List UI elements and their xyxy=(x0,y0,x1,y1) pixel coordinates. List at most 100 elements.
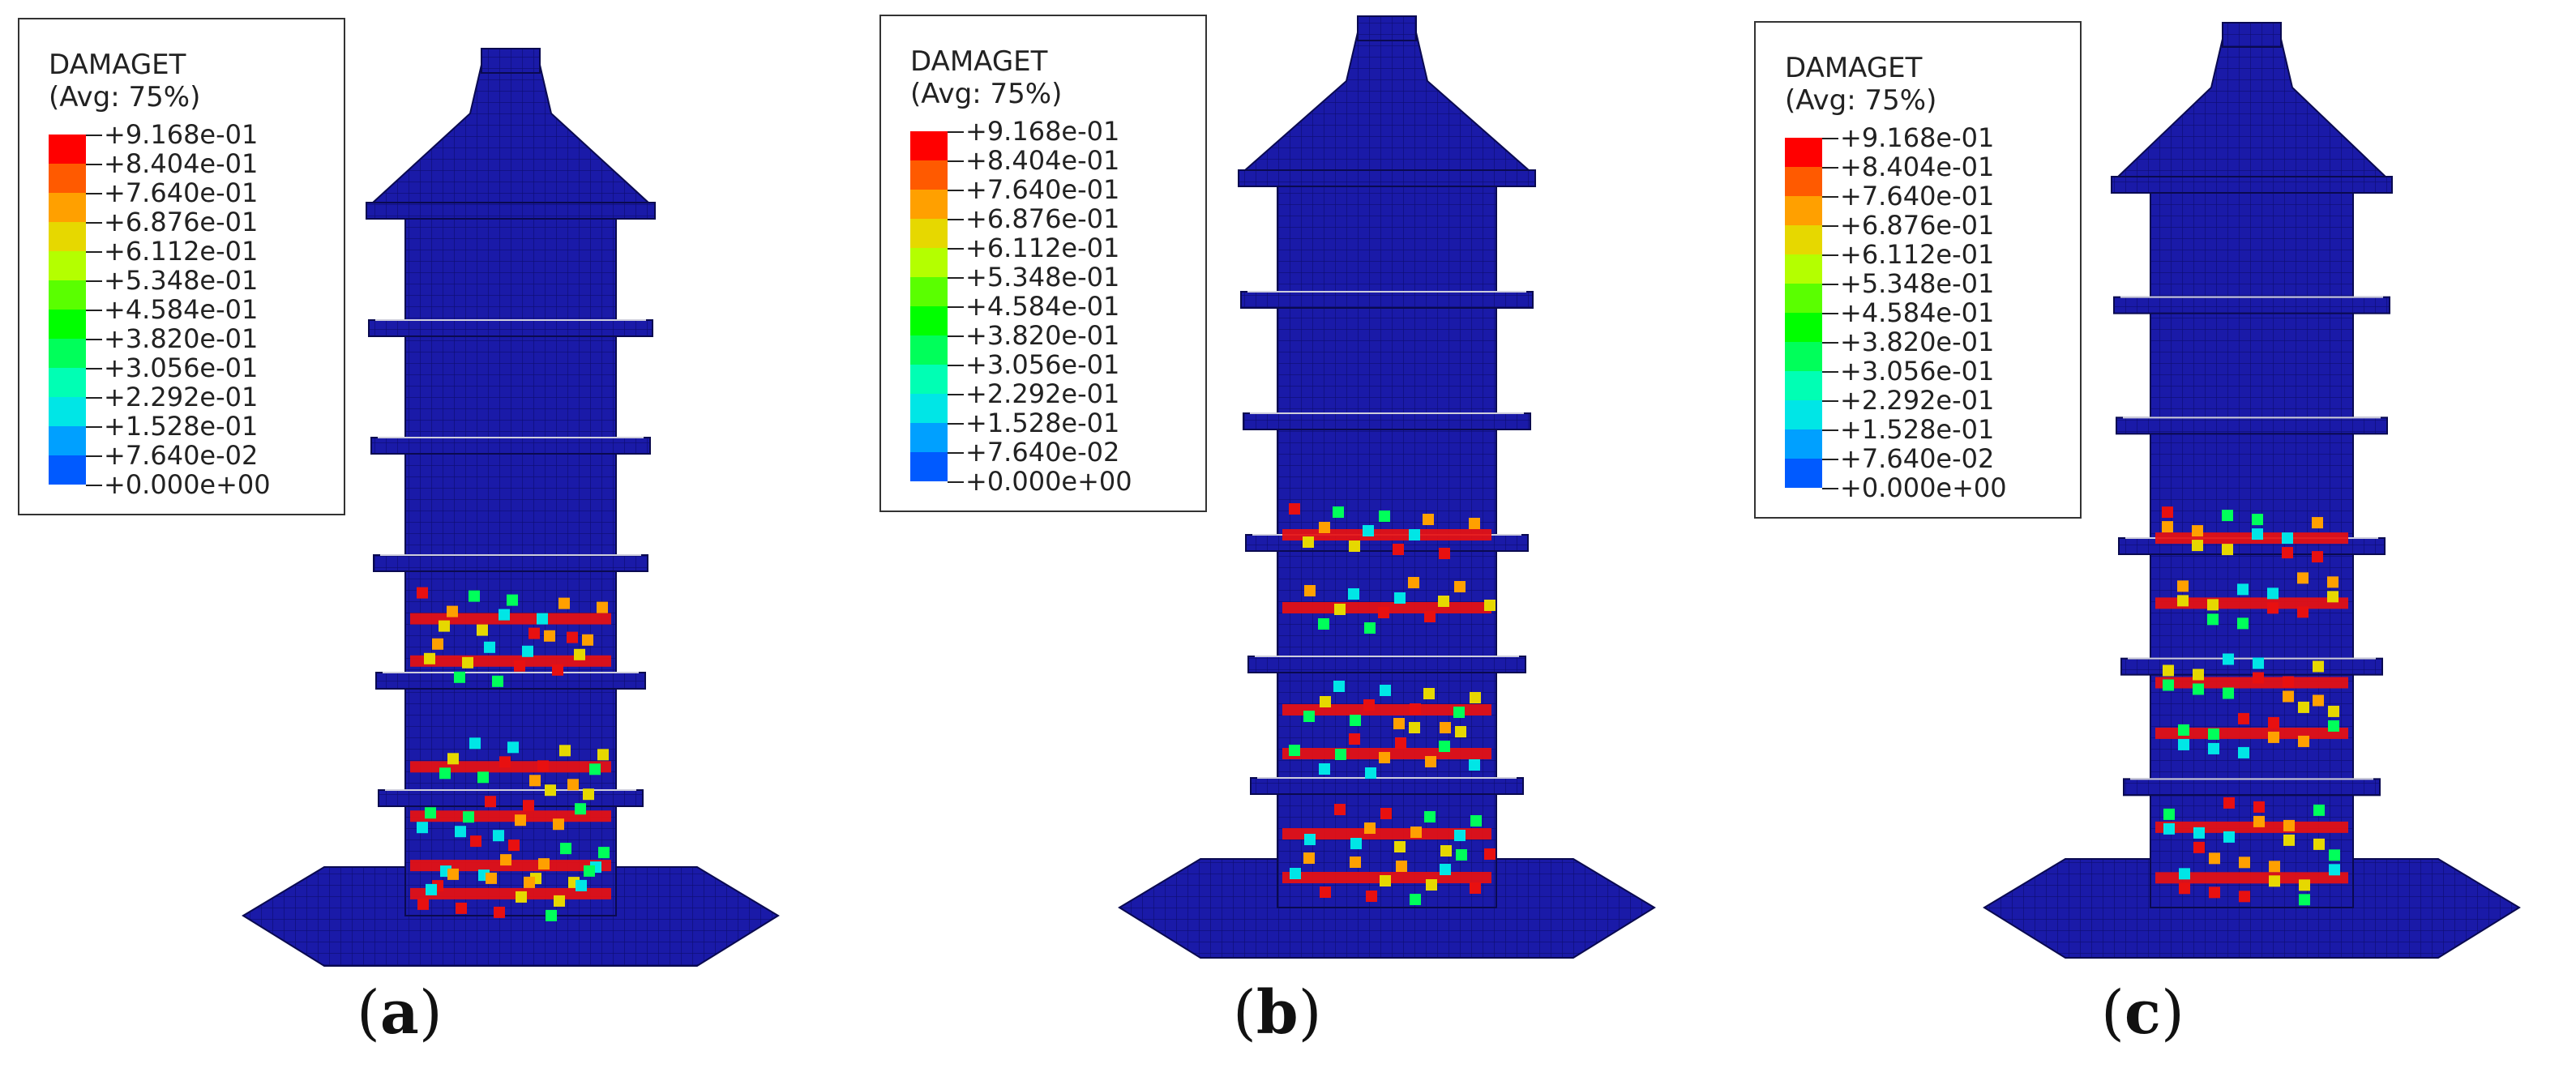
damage-cell xyxy=(1319,522,1330,533)
damage-cell xyxy=(2223,831,2235,843)
legend-value: +2.292e-01 xyxy=(965,378,1120,409)
damage-cell xyxy=(2328,705,2339,717)
damage-cell xyxy=(2267,587,2279,600)
legend-swatch xyxy=(1785,138,1822,167)
damage-band xyxy=(1282,529,1491,540)
damage-cell xyxy=(2267,602,2279,614)
damage-cell xyxy=(2283,690,2294,703)
legend-value: +3.820e-01 xyxy=(965,320,1120,351)
damage-cell xyxy=(469,590,480,602)
legend-value: +3.820e-01 xyxy=(104,323,259,354)
legend-tick xyxy=(1822,138,1838,139)
legend-tick xyxy=(948,190,964,191)
legend-tick xyxy=(1822,400,1838,402)
cornice xyxy=(1240,291,1534,309)
damage-cell xyxy=(2328,720,2339,732)
damage-cell xyxy=(2298,735,2309,747)
damage-cell xyxy=(575,803,586,815)
damage-cell xyxy=(523,800,534,812)
legend-tick xyxy=(86,397,102,399)
damage-cell xyxy=(1364,622,1376,634)
cornice xyxy=(370,437,651,455)
damage-cell xyxy=(1318,618,1329,630)
legend-value: +1.528e-01 xyxy=(104,411,259,442)
damage-cell xyxy=(1303,852,1315,864)
damage-cell xyxy=(529,775,541,787)
damage-cell xyxy=(1303,536,1314,548)
legend-swatch xyxy=(49,193,86,222)
damage-cell xyxy=(1393,544,1404,555)
cornice xyxy=(2111,176,2393,194)
damage-cell xyxy=(1380,808,1392,819)
damage-cell xyxy=(1304,585,1316,596)
legend-tick xyxy=(86,426,102,428)
damage-cell xyxy=(1438,596,1449,607)
damage-cell xyxy=(2193,683,2204,695)
legend-swatch xyxy=(1785,254,1822,284)
legend-tick xyxy=(86,164,102,165)
legend-tick xyxy=(948,131,964,133)
legend-tick xyxy=(86,193,102,194)
legend-swatch xyxy=(1785,196,1822,225)
damage-cell xyxy=(1379,752,1390,763)
damage-cell xyxy=(424,652,435,664)
legend-value: +2.292e-01 xyxy=(104,382,259,412)
legend-swatch xyxy=(1785,459,1822,488)
damage-cell xyxy=(2179,868,2190,880)
legend-swatch xyxy=(910,248,948,277)
damage-cell xyxy=(2237,617,2249,630)
damage-cell xyxy=(576,879,587,891)
damage-cell xyxy=(1290,868,1301,879)
damage-cell xyxy=(538,858,550,870)
damage-cell xyxy=(2327,576,2339,588)
damage-cell xyxy=(2252,514,2263,526)
legend-tick xyxy=(948,160,964,162)
legend-tick xyxy=(948,423,964,425)
damage-cell xyxy=(1410,894,1421,905)
damage-cell xyxy=(2193,827,2205,839)
tower-model xyxy=(242,48,780,967)
legend-tick xyxy=(948,277,964,279)
damage-cell xyxy=(507,594,518,606)
legend-swatch xyxy=(49,368,86,397)
legend-swatch xyxy=(1785,342,1822,371)
legend-tick xyxy=(86,339,102,340)
cornice xyxy=(378,789,644,807)
damage-cell xyxy=(1348,588,1359,600)
damage-cell xyxy=(2178,738,2189,750)
damage-cell xyxy=(2209,886,2220,899)
legend: DAMAGET (Avg: 75%) +9.168e-01 +8.404e-01 +… xyxy=(1754,21,2082,519)
damage-cell xyxy=(463,811,474,823)
damage-cell xyxy=(2208,728,2219,740)
damage-cell xyxy=(477,624,488,636)
damage-cell xyxy=(499,609,510,621)
cornice xyxy=(373,554,648,572)
legend-tick xyxy=(1822,313,1838,314)
damage-cell xyxy=(2238,746,2249,758)
damage-cell xyxy=(2269,875,2280,887)
damage-cell xyxy=(558,597,570,609)
damage-cell xyxy=(2313,804,2325,816)
legend-tick xyxy=(1822,371,1838,373)
damage-cell xyxy=(477,771,489,784)
damage-cell xyxy=(1364,822,1376,834)
damage-cell xyxy=(2283,676,2294,688)
damage-cell xyxy=(432,638,443,650)
legend-tick xyxy=(1822,196,1838,198)
damage-cell xyxy=(2253,672,2264,684)
damage-cell xyxy=(2162,506,2173,519)
damage-cell xyxy=(2253,657,2264,669)
legend-swatch xyxy=(1785,313,1822,342)
damage-cell xyxy=(1409,529,1420,540)
legend-swatch xyxy=(910,131,948,160)
damage-cell xyxy=(2297,572,2309,584)
damage-cell xyxy=(537,760,549,772)
legend-value: +7.640e-01 xyxy=(1840,181,1995,211)
legend-swatch xyxy=(49,455,86,485)
damage-cell xyxy=(2297,606,2309,618)
damage-cell xyxy=(1333,681,1345,692)
damage-cell xyxy=(2239,891,2250,903)
damage-cell xyxy=(1320,696,1331,707)
damage-cell xyxy=(486,872,497,884)
legend-swatch xyxy=(49,222,86,251)
